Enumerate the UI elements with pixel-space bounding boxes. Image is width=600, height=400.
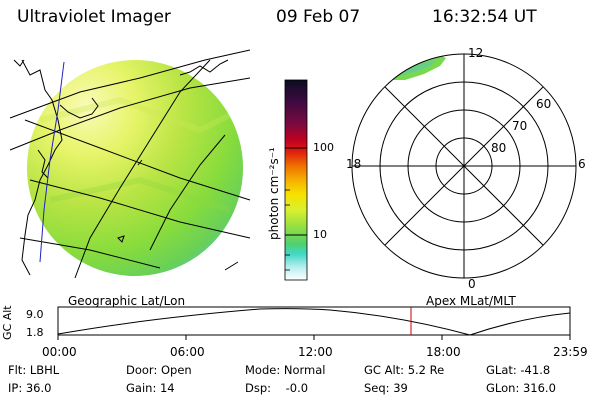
date-label: 09 Feb 07 xyxy=(276,7,361,27)
info-glat: GLat: -41.8 xyxy=(486,363,551,377)
instrument-title: Ultraviolet Imager xyxy=(17,7,171,27)
mlt-18-label: 18 xyxy=(346,157,362,171)
x-tick-2359: 23:59 xyxy=(553,345,588,359)
info-ip: IP: 36.0 xyxy=(8,381,52,395)
x-tick-1800: 18:00 xyxy=(426,345,461,359)
uv-disk xyxy=(27,60,243,276)
colorbar-tick-10: 10 xyxy=(313,228,327,241)
lat-ring-60-label: 60 xyxy=(536,97,552,111)
info-gc-alt: GC Alt: 5.2 Re xyxy=(364,363,445,377)
info-dsp: Dsp: -0.0 xyxy=(245,381,309,395)
colorbar xyxy=(284,79,308,281)
colorbar-tick-100: 100 xyxy=(313,141,334,154)
x-tick-1200: 12:00 xyxy=(298,345,333,359)
alt-tick-high: 9.0 xyxy=(26,308,44,321)
info-flt: Flt: LBHL xyxy=(8,363,60,377)
gc-alt-axis-label: GC Alt xyxy=(1,305,14,340)
alt-tick-low: 1.8 xyxy=(26,326,44,339)
info-mode: Mode: Normal xyxy=(245,363,326,377)
lat-ring-80-label: 80 xyxy=(491,141,507,155)
info-seq: Seq: 39 xyxy=(364,381,408,395)
lat-ring-70-label: 70 xyxy=(512,119,528,133)
info-gain: Gain: 14 xyxy=(126,381,175,395)
x-tick-0600: 06:00 xyxy=(170,345,205,359)
info-glon: GLon: 316.0 xyxy=(486,381,556,395)
time-label: 16:32:54 UT xyxy=(432,7,537,27)
mlt-6-label: 6 xyxy=(578,157,586,171)
mlt-12-label: 12 xyxy=(468,46,484,60)
info-door: Door: Open xyxy=(126,363,192,377)
geographic-label: Geographic Lat/Lon xyxy=(68,294,186,308)
mlt-0-label: 0 xyxy=(468,277,476,291)
apex-label: Apex MLat/MLT xyxy=(426,294,516,308)
x-tick-0000: 00:00 xyxy=(42,345,77,359)
